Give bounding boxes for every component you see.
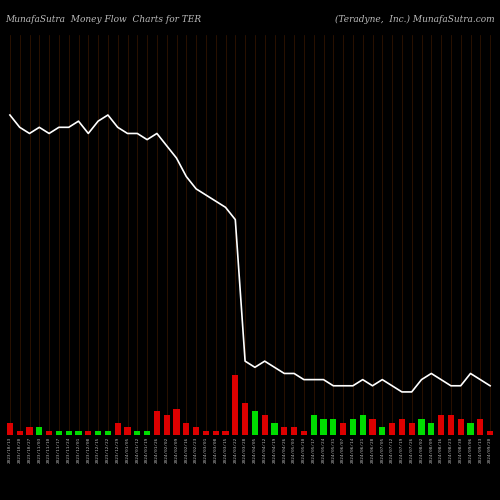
Bar [124,427,130,435]
Bar [438,415,444,435]
Bar [56,431,62,435]
Bar [193,427,200,435]
Bar [487,431,494,435]
Bar [300,431,307,435]
Bar [85,431,91,435]
Bar [46,431,52,435]
Bar [36,427,43,435]
Bar [448,415,454,435]
Bar [418,419,424,435]
Bar [76,431,82,435]
Bar [281,427,287,435]
Bar [232,375,238,435]
Bar [164,415,170,435]
Bar [310,415,317,435]
Bar [104,431,111,435]
Bar [340,423,346,435]
Bar [154,411,160,435]
Bar [291,427,298,435]
Bar [252,411,258,435]
Bar [389,423,396,435]
Bar [360,415,366,435]
Bar [350,419,356,435]
Bar [134,431,140,435]
Bar [16,431,23,435]
Text: (Teradyne,  Inc.) MunafaSutra.com: (Teradyne, Inc.) MunafaSutra.com [336,15,495,24]
Bar [468,423,473,435]
Bar [6,423,13,435]
Bar [202,431,209,435]
Bar [379,427,386,435]
Bar [66,431,72,435]
Bar [114,423,121,435]
Bar [320,419,326,435]
Bar [477,419,484,435]
Bar [330,419,336,435]
Bar [174,409,180,435]
Bar [272,423,278,435]
Bar [212,431,219,435]
Bar [95,431,102,435]
Text: MunafaSutra  Money Flow  Charts for TER: MunafaSutra Money Flow Charts for TER [5,15,201,24]
Bar [26,427,32,435]
Bar [370,419,376,435]
Bar [408,423,415,435]
Bar [428,423,434,435]
Bar [144,431,150,435]
Bar [183,423,190,435]
Bar [222,431,228,435]
Bar [458,419,464,435]
Bar [242,403,248,435]
Bar [398,419,405,435]
Bar [262,415,268,435]
